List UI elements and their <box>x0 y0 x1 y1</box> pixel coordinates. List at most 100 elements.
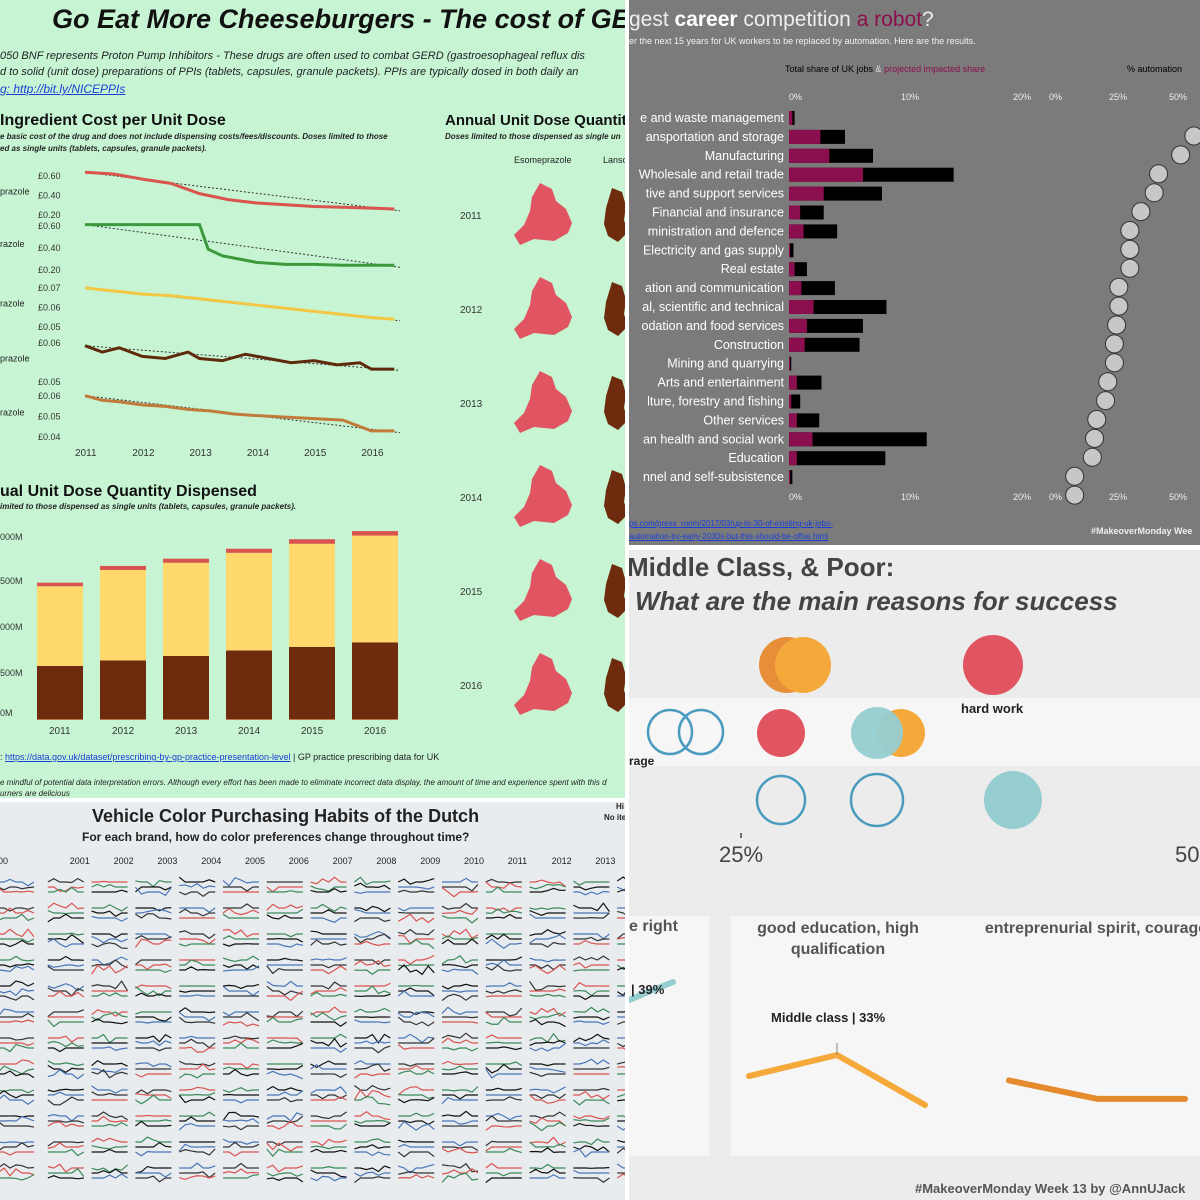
vehicle-sparkline <box>91 904 128 912</box>
vehicle-sparkline <box>354 891 391 894</box>
vehicle-sparkline <box>485 1162 522 1169</box>
panel-title-education: good education, high qualification <box>757 920 919 958</box>
vehicle-sparkline <box>397 1120 435 1131</box>
vehicle-sparkline <box>135 1016 172 1022</box>
vehicle-sparkline <box>91 1115 128 1123</box>
map-year-label: 2015 <box>460 587 483 598</box>
robot-category-label: e and waste management <box>640 111 784 125</box>
robot-automation-dot <box>1109 277 1129 297</box>
vehicle-sparkline <box>266 1085 303 1092</box>
vehicle-sparkline <box>442 1071 478 1075</box>
gerd-desc-2: d to solid (unit dose) preparations of P… <box>0 66 579 78</box>
robot-impacted-bar <box>789 318 807 333</box>
vehicle-sparkline <box>47 1047 84 1053</box>
vehicle-sparkline <box>354 959 391 965</box>
vehicle-sparkline <box>223 886 259 892</box>
vehicle-sparkline <box>179 1175 216 1181</box>
vehicle-sparkline <box>529 1168 566 1174</box>
cost-series-line <box>84 170 395 211</box>
vehicle-sparkline <box>310 1012 347 1021</box>
vehicle-sparkline <box>572 981 610 991</box>
gerd-link[interactable]: g: http://bit.ly/NICEPPIs <box>0 82 126 96</box>
vehicle-sparkline <box>91 1033 128 1044</box>
cost-panel-label: prazole <box>0 187 30 197</box>
robot-impacted-bar <box>789 394 792 409</box>
england-map-shape <box>514 559 572 621</box>
robot-automation-dot <box>1065 466 1085 486</box>
bar-y-tick: 000M <box>0 622 23 632</box>
england-map-shape-2 <box>604 564 625 618</box>
axis-tick-25: 25% <box>719 842 764 867</box>
vehicle-sparkline <box>573 1166 610 1169</box>
vehicle-sparkline <box>135 933 172 939</box>
vehicle-sparkline <box>616 933 625 940</box>
vehicle-sparkline <box>91 959 128 969</box>
vehicle-sparkline <box>135 963 172 971</box>
vehicle-sparkline <box>47 1167 85 1177</box>
map-year-label: 2014 <box>460 493 483 504</box>
vehicle-sparkline <box>222 1111 260 1121</box>
vehicle-sparkline <box>47 1121 84 1128</box>
vehicle-sparkline <box>398 928 435 936</box>
vehicle-sparkline <box>397 1044 435 1050</box>
vehicle-sparkline <box>485 1096 522 1102</box>
vehicle-sparkline <box>353 933 391 944</box>
vehicle-sparkline <box>310 930 347 935</box>
vehicle-sparkline <box>179 882 216 889</box>
england-map-shape <box>514 465 572 527</box>
vehicle-sparkline <box>135 986 172 997</box>
vehicle-sparkline <box>354 1040 391 1045</box>
vehicle-sparkline <box>0 913 35 922</box>
vehicle-sparkline <box>91 1068 128 1073</box>
bar-y-tick: 500M <box>0 576 23 586</box>
vehicle-sparkline <box>178 908 216 917</box>
robot-total-bar <box>789 337 860 352</box>
vehicle-sparkline <box>266 1039 303 1044</box>
source-link[interactable]: https://data.gov.uk/dataset/prescribing-… <box>5 752 291 762</box>
vehicle-sparkline <box>310 887 347 893</box>
robot-source-2[interactable]: automation-by-early-2030s-but-this-shoul… <box>629 532 829 541</box>
robot-total-bar <box>789 432 927 447</box>
vehicle-sparkline <box>91 1111 128 1121</box>
vehicle-sparkline <box>0 988 35 997</box>
bar-chart-sub: imited to those dispensed as single unit… <box>0 502 297 511</box>
panel-label-middle: Middle class | 33% <box>771 1010 886 1025</box>
vehicle-sparkline <box>398 1171 435 1175</box>
vehicle-sparkline <box>135 1021 172 1024</box>
vehicle-sparkline <box>529 941 566 948</box>
vehicle-sparkline <box>529 913 566 919</box>
vehicle-sparkline <box>47 1091 84 1096</box>
vehicle-sparkline <box>485 1172 522 1177</box>
vehicle-sparkline <box>266 1148 303 1158</box>
vehicle-sparkline <box>91 942 128 949</box>
vehicle-sparkline <box>573 962 610 969</box>
robot-category-label: tive and support services <box>646 187 784 201</box>
vehicle-sparkline <box>47 1069 85 1080</box>
robot-automation-dot <box>1065 485 1085 505</box>
robot-title-d: a robot <box>856 8 923 31</box>
vehicle-sparkline <box>485 964 522 972</box>
robot-total-bar <box>789 318 863 333</box>
vehicle-sparkline <box>441 1096 478 1104</box>
robot-source-1[interactable]: ps.com/press_room/2017/03/up-to-30-of-ex… <box>629 519 833 528</box>
vehicle-sparkline <box>310 991 347 997</box>
vehicle-sparkline <box>222 943 259 947</box>
vehicle-sparkline <box>442 877 478 883</box>
vehicle-sparkline <box>0 1070 35 1079</box>
vehicle-sparkline <box>617 1099 625 1102</box>
vehicle-sparkline <box>529 1071 566 1077</box>
vehicle-sparkline <box>178 1060 216 1067</box>
vehicle-sparkline <box>0 963 35 968</box>
vehicle-sparkline <box>310 965 347 975</box>
vehicle-sparkline <box>529 964 566 975</box>
bar-segment <box>37 719 83 720</box>
robot-category-label: odation and food services <box>642 319 784 333</box>
bar-segment <box>352 719 398 720</box>
vehicle-sparkline <box>266 933 303 938</box>
cost-tick-label: £0.20 <box>38 265 61 275</box>
vehicle-sparkline <box>573 1115 610 1120</box>
vehicle-sparkline <box>0 1163 35 1169</box>
bar-segment <box>352 531 398 536</box>
robot-impacted-bar <box>789 470 791 485</box>
vehicle-sparkline <box>91 980 129 992</box>
